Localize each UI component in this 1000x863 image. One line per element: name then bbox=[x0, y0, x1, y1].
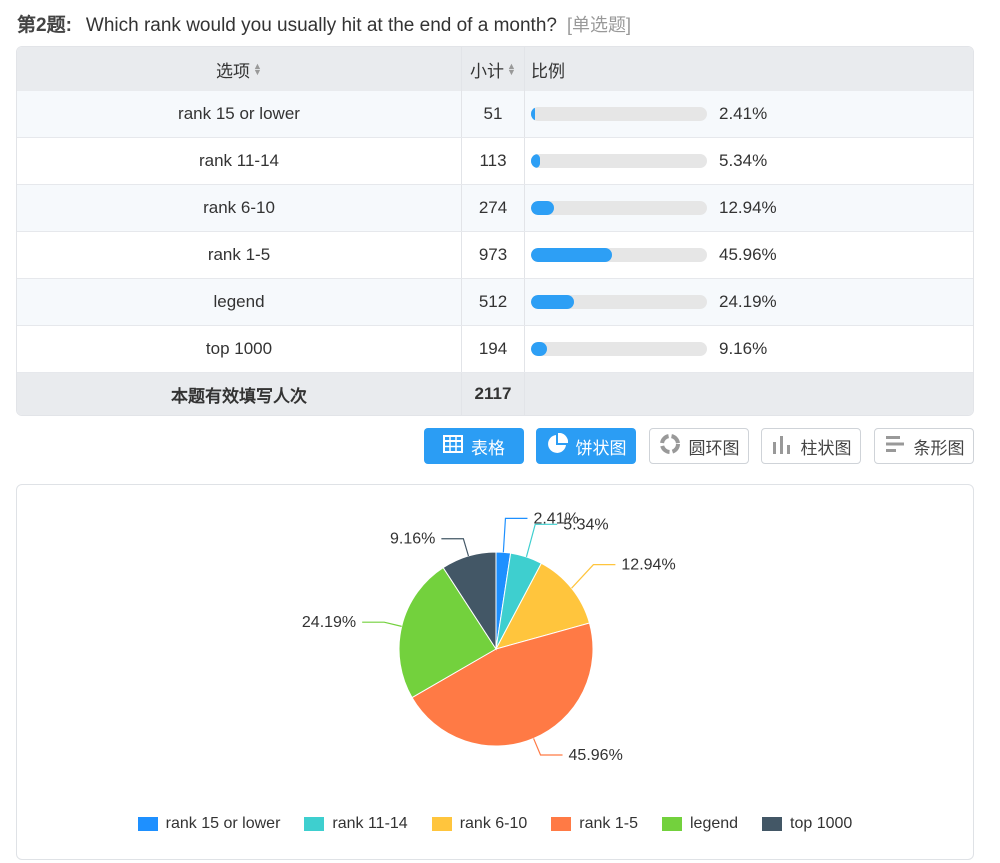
bar-view-button[interactable]: 柱状图 bbox=[761, 428, 861, 464]
ratio-bar-fill bbox=[531, 342, 548, 356]
legend-label: rank 1-5 bbox=[579, 815, 638, 832]
slice-label: 9.16% bbox=[390, 531, 435, 548]
chart-type-toolbar: 表格 饼状图 圆环图 柱状图 条形图 bbox=[0, 428, 1000, 466]
legend-item[interactable]: legend bbox=[662, 815, 738, 833]
ratio-percent: 45.96% bbox=[719, 245, 777, 264]
option-count: 512 bbox=[462, 279, 525, 325]
label-leader-line bbox=[571, 564, 616, 589]
donut-view-button[interactable]: 圆环图 bbox=[649, 428, 749, 464]
table-row: legend 512 24.19% bbox=[17, 278, 973, 325]
footer-total: 2117 bbox=[462, 373, 525, 415]
option-count: 194 bbox=[462, 326, 525, 372]
ratio-bar bbox=[531, 201, 707, 215]
label-leader-line bbox=[525, 523, 558, 558]
chart-legend: rank 15 or lower rank 11-14 rank 6-10 rank … bbox=[17, 815, 973, 833]
table-row: top 1000 194 9.16% bbox=[17, 325, 973, 372]
ratio-bar-fill bbox=[531, 107, 536, 121]
slice-label: 2.41% bbox=[533, 510, 578, 527]
table-view-button[interactable]: 表格 bbox=[424, 428, 524, 464]
label-leader-line bbox=[533, 738, 563, 756]
legend-swatch bbox=[304, 817, 325, 831]
option-label: top 1000 bbox=[17, 326, 462, 372]
legend-label: top 1000 bbox=[790, 815, 853, 832]
table-row: rank 1-5 973 45.96% bbox=[17, 231, 973, 278]
horizontal-bar-chart-icon bbox=[884, 433, 906, 460]
slice-label: 45.96% bbox=[569, 747, 623, 764]
ratio-bar bbox=[531, 154, 707, 168]
pie-chart: 2.41%5.34% 12.94% 45.96% 24.19% 9.16% bbox=[302, 510, 676, 764]
pie-slice[interactable] bbox=[411, 622, 594, 747]
pie-slice[interactable] bbox=[442, 551, 497, 651]
table-icon bbox=[443, 434, 463, 458]
pie-chart-panel: 2.41% 5.34% 12.94% 45.96% 24.19% 9.16% rank 1… bbox=[16, 484, 974, 860]
legend-label: rank 15 or lower bbox=[165, 815, 281, 832]
legend-item[interactable]: rank 6-10 bbox=[431, 815, 528, 833]
ratio-bar bbox=[531, 295, 707, 309]
ratio-percent: 12.94% bbox=[719, 198, 777, 217]
question-number: 第2题: bbox=[17, 15, 72, 36]
label-leader-line bbox=[502, 517, 528, 553]
footer-label: 本题有效填写人次 bbox=[17, 373, 462, 415]
pie-chart-icon bbox=[546, 432, 568, 460]
ratio-bar bbox=[531, 107, 707, 121]
ratio-bar bbox=[531, 248, 707, 262]
bar-chart-icon bbox=[771, 433, 793, 460]
option-label: rank 6-10 bbox=[17, 185, 462, 231]
option-label: rank 1-5 bbox=[17, 232, 462, 278]
slice-label: 5.34% bbox=[563, 516, 608, 533]
legend-swatch bbox=[551, 817, 572, 831]
ratio-bar-fill bbox=[531, 248, 612, 262]
legend-label: legend bbox=[690, 815, 739, 832]
ratio-percent: 5.34% bbox=[719, 151, 768, 170]
legend-item[interactable]: top 1000 bbox=[762, 815, 852, 833]
table-row: rank 6-10 274 12.94% bbox=[17, 184, 973, 231]
legend-item[interactable]: rank 11-14 bbox=[304, 815, 408, 833]
sort-icon[interactable]: ▲ ▼ bbox=[253, 61, 262, 77]
slice-label: 12.94% bbox=[621, 557, 675, 574]
legend-label: rank 11-14 bbox=[332, 815, 408, 832]
option-count: 274 bbox=[462, 185, 525, 231]
results-table: 选项 ▲ ▼ 小计 ▲ ▼ 比例 rank 15 or lower 51 2.41% rank… bbox=[16, 46, 974, 416]
option-label: rank 11-14 bbox=[17, 138, 462, 184]
pie-view-button[interactable]: 饼状图 bbox=[536, 428, 636, 464]
table-row: rank 15 or lower 51 2.41% bbox=[17, 91, 973, 137]
table-row: rank 11-14 113 5.34% bbox=[17, 137, 973, 184]
legend-swatch bbox=[431, 817, 452, 831]
slice-label: 24.19% bbox=[302, 614, 356, 631]
header-ratio: 比例 bbox=[531, 61, 565, 81]
legend-swatch bbox=[137, 817, 158, 831]
legend-item[interactable]: rank 15 or lower bbox=[137, 815, 281, 833]
legend-swatch bbox=[762, 817, 783, 831]
ratio-percent: 9.16% bbox=[719, 339, 768, 358]
legend-swatch bbox=[662, 817, 682, 831]
option-label: legend bbox=[17, 279, 462, 325]
header-count[interactable]: 小计 ▲ ▼ bbox=[462, 47, 525, 91]
ratio-bar-fill bbox=[531, 295, 574, 309]
question-header: 第2题: Which rank would you usually hit at … bbox=[17, 10, 631, 37]
option-count: 113 bbox=[462, 138, 525, 184]
table-header-row: 选项 ▲ ▼ 小计 ▲ ▼ 比例 bbox=[17, 47, 973, 91]
ratio-bar-fill bbox=[531, 201, 554, 215]
legend-label: rank 6-10 bbox=[459, 815, 528, 832]
ratio-bar bbox=[531, 342, 707, 356]
question-type: [单选题] bbox=[566, 15, 631, 35]
option-count: 51 bbox=[462, 91, 525, 137]
sort-icon[interactable]: ▲ ▼ bbox=[507, 61, 516, 77]
ratio-percent: 24.19% bbox=[719, 292, 777, 311]
donut-chart-icon bbox=[659, 433, 681, 460]
horizontal-bar-view-button[interactable]: 条形图 bbox=[874, 428, 974, 464]
legend-item[interactable]: rank 1-5 bbox=[551, 815, 638, 833]
header-option[interactable]: 选项 ▲ ▼ bbox=[17, 47, 462, 91]
label-leader-line bbox=[441, 538, 470, 557]
label-leader-line bbox=[362, 621, 402, 627]
ratio-percent: 2.41% bbox=[719, 104, 768, 123]
question-text: Which rank would you usually hit at the … bbox=[85, 15, 557, 36]
table-footer-row: 本题有效填写人次 2117 bbox=[17, 372, 973, 415]
option-label: rank 15 or lower bbox=[17, 91, 462, 137]
ratio-bar-fill bbox=[531, 154, 541, 168]
pie-slice[interactable] bbox=[495, 562, 591, 650]
option-count: 973 bbox=[462, 232, 525, 278]
